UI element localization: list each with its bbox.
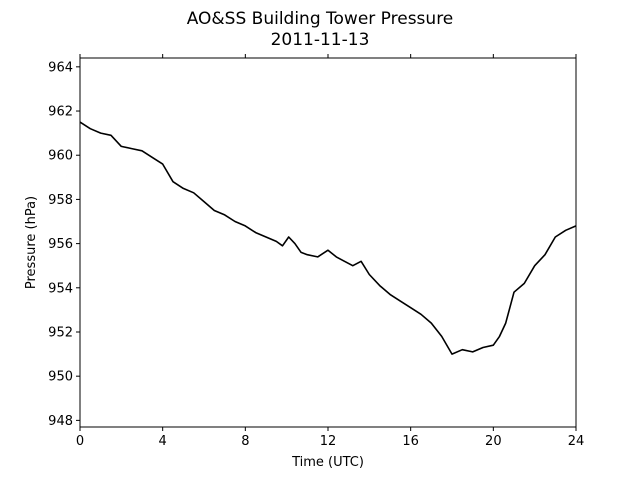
y-tick-label: 950	[48, 370, 73, 385]
y-tick-label: 960	[48, 149, 73, 164]
axis-ticks: 0 4 8 12 16 20 24 948 950 952 954 956 958 960 962 964	[48, 54, 584, 449]
y-tick-label: 952	[48, 325, 73, 340]
chart-title: AO&SS Building Tower Pressure	[187, 9, 454, 29]
x-tick-label: 24	[568, 434, 585, 449]
pressure-series-line	[79, 121, 577, 355]
x-tick-label: 4	[159, 434, 167, 449]
series-layer	[79, 121, 577, 355]
y-tick-label: 956	[48, 237, 73, 252]
x-tick-label: 20	[485, 434, 502, 449]
y-tick-label: 964	[48, 60, 73, 75]
x-axis-label: Time (UTC)	[291, 455, 364, 470]
y-axis-label: Pressure (hPa)	[24, 196, 39, 289]
y-tick-label: 962	[48, 105, 73, 120]
x-tick-label: 12	[320, 434, 337, 449]
x-tick-label: 0	[76, 434, 84, 449]
y-tick-label: 948	[48, 414, 73, 429]
plot-frame	[79, 57, 577, 428]
x-tick-label: 8	[241, 434, 249, 449]
chart-subtitle: 2011-11-13	[271, 30, 370, 50]
y-tick-label: 954	[48, 281, 73, 296]
x-tick-label: 16	[402, 434, 419, 449]
y-tick-label: 958	[48, 193, 73, 208]
